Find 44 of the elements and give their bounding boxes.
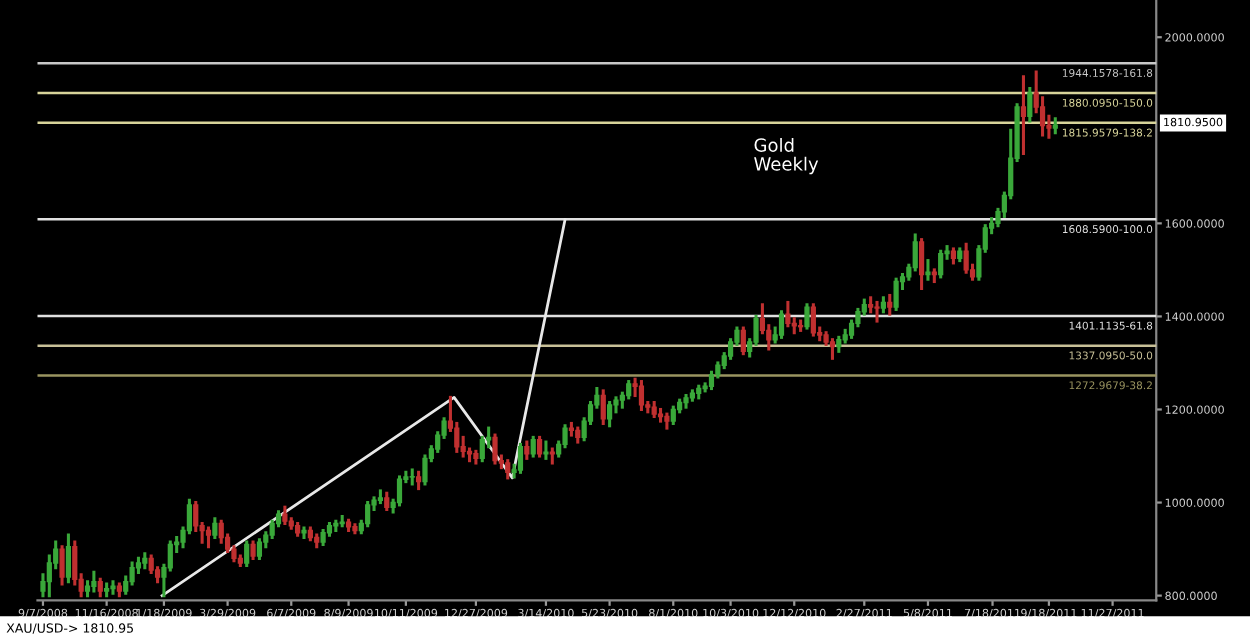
candlestick — [568, 421, 575, 437]
candlestick — [804, 303, 810, 330]
candlestick — [244, 540, 250, 567]
candlestick — [65, 533, 72, 584]
candlestick — [778, 310, 785, 339]
candlestick — [1020, 75, 1027, 156]
candlestick — [683, 394, 689, 409]
candlestick — [657, 407, 664, 423]
candlestick — [810, 303, 816, 337]
candlestick — [918, 238, 925, 291]
candlestick — [874, 300, 880, 323]
candlestick — [785, 300, 791, 328]
candlestick — [607, 400, 613, 428]
candlestick — [409, 468, 415, 486]
candlestick — [256, 538, 263, 560]
candlestick — [638, 380, 645, 412]
candlestick — [887, 293, 893, 316]
candlestick — [963, 242, 969, 274]
candlestick — [536, 435, 543, 458]
candlestick — [798, 319, 804, 332]
candlestick — [59, 545, 65, 586]
candlestick — [938, 249, 944, 279]
candlestick — [301, 526, 307, 539]
candlestick — [396, 475, 403, 507]
candlestick — [205, 526, 212, 549]
candlestick — [492, 433, 498, 465]
candlestick — [212, 517, 218, 539]
candlestick — [339, 514, 345, 528]
candlestick — [600, 389, 606, 425]
candlestick — [91, 570, 97, 593]
candlestick — [1027, 86, 1033, 123]
candlestick — [479, 435, 485, 463]
candlestick — [829, 338, 836, 360]
candlestick — [377, 489, 384, 505]
candlestick — [740, 326, 746, 356]
candlestick — [110, 580, 116, 595]
annotation: Gold Weekly — [754, 137, 819, 175]
candlestick — [893, 277, 899, 311]
candlestick — [104, 582, 110, 598]
candlestick — [530, 435, 536, 458]
candlestick — [543, 440, 549, 460]
candlestick — [925, 259, 931, 281]
candlestick — [517, 442, 524, 474]
candlestick — [365, 501, 371, 528]
